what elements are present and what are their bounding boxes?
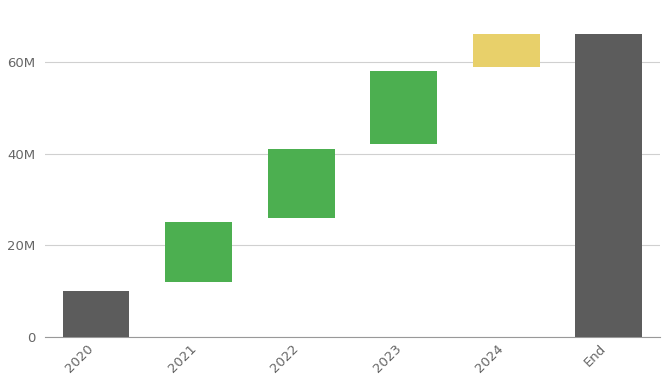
Bar xyxy=(576,34,642,337)
Bar xyxy=(268,149,335,218)
Bar xyxy=(165,222,232,282)
Bar xyxy=(63,291,129,337)
Bar xyxy=(473,34,540,66)
Bar xyxy=(370,71,437,144)
